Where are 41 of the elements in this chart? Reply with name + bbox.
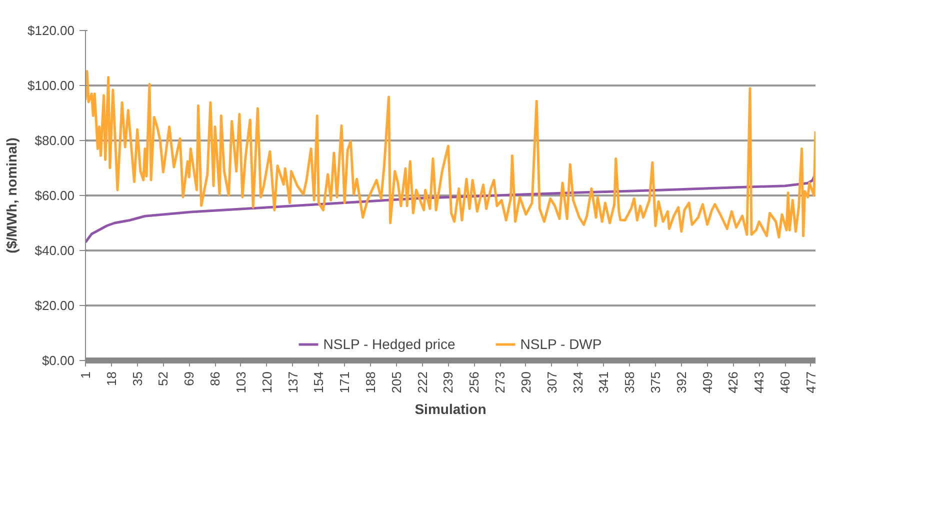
y-tick-label: $60.00 [34, 188, 75, 203]
x-tick-label: 1 [78, 371, 93, 379]
x-tick-label: 409 [700, 371, 715, 394]
x-tick-label: 205 [388, 371, 404, 394]
x-tick-label: 171 [337, 371, 352, 394]
x-tick-label: 290 [518, 371, 534, 394]
x-tick-label: 239 [440, 371, 456, 394]
legend-label: NSLP - Hedged price [323, 336, 456, 352]
y-tick-label: $100.00 [28, 78, 75, 93]
x-tick-label: 273 [492, 371, 508, 394]
x-tick-label: 358 [622, 371, 638, 394]
y-tick-label: $120.00 [28, 23, 75, 38]
x-tick-label: 86 [208, 371, 223, 386]
y-tick-label: $20.00 [34, 298, 75, 313]
x-tick-label: 188 [362, 371, 378, 394]
x-tick-label: 52 [156, 371, 171, 386]
x-tick-label: 120 [259, 371, 274, 394]
legend-label: NSLP - DWP [520, 336, 602, 352]
x-tick-label: 103 [233, 371, 248, 394]
x-tick-label: 324 [570, 371, 586, 394]
y-axis-title: ($/MWh, nominal) [4, 138, 20, 254]
line-series [86, 70, 816, 239]
x-axis-title: Simulation [414, 401, 486, 418]
x-tick-label: 443 [752, 371, 767, 394]
x-tick-label: 154 [311, 371, 326, 394]
x-tick-label: 460 [778, 371, 793, 394]
x-tick-label: 256 [466, 371, 482, 394]
x-tick-label: 426 [726, 371, 741, 394]
x-tick-label: 392 [674, 371, 689, 394]
x-tick-label: 477 [803, 371, 818, 394]
x-tick-label: 307 [544, 371, 560, 394]
x-tick-label: 69 [182, 371, 197, 386]
y-tick-label: $40.00 [34, 243, 75, 258]
x-tick-label: 341 [596, 371, 612, 394]
x-tick-label: 35 [130, 371, 145, 386]
x-tick-label: 375 [648, 371, 663, 394]
x-tick-label: 222 [414, 371, 430, 394]
x-tick-label: 18 [104, 371, 119, 386]
y-tick-label: $80.00 [34, 133, 75, 148]
x-tick-label: 137 [285, 371, 300, 394]
y-tick-label: $0.00 [42, 353, 75, 368]
